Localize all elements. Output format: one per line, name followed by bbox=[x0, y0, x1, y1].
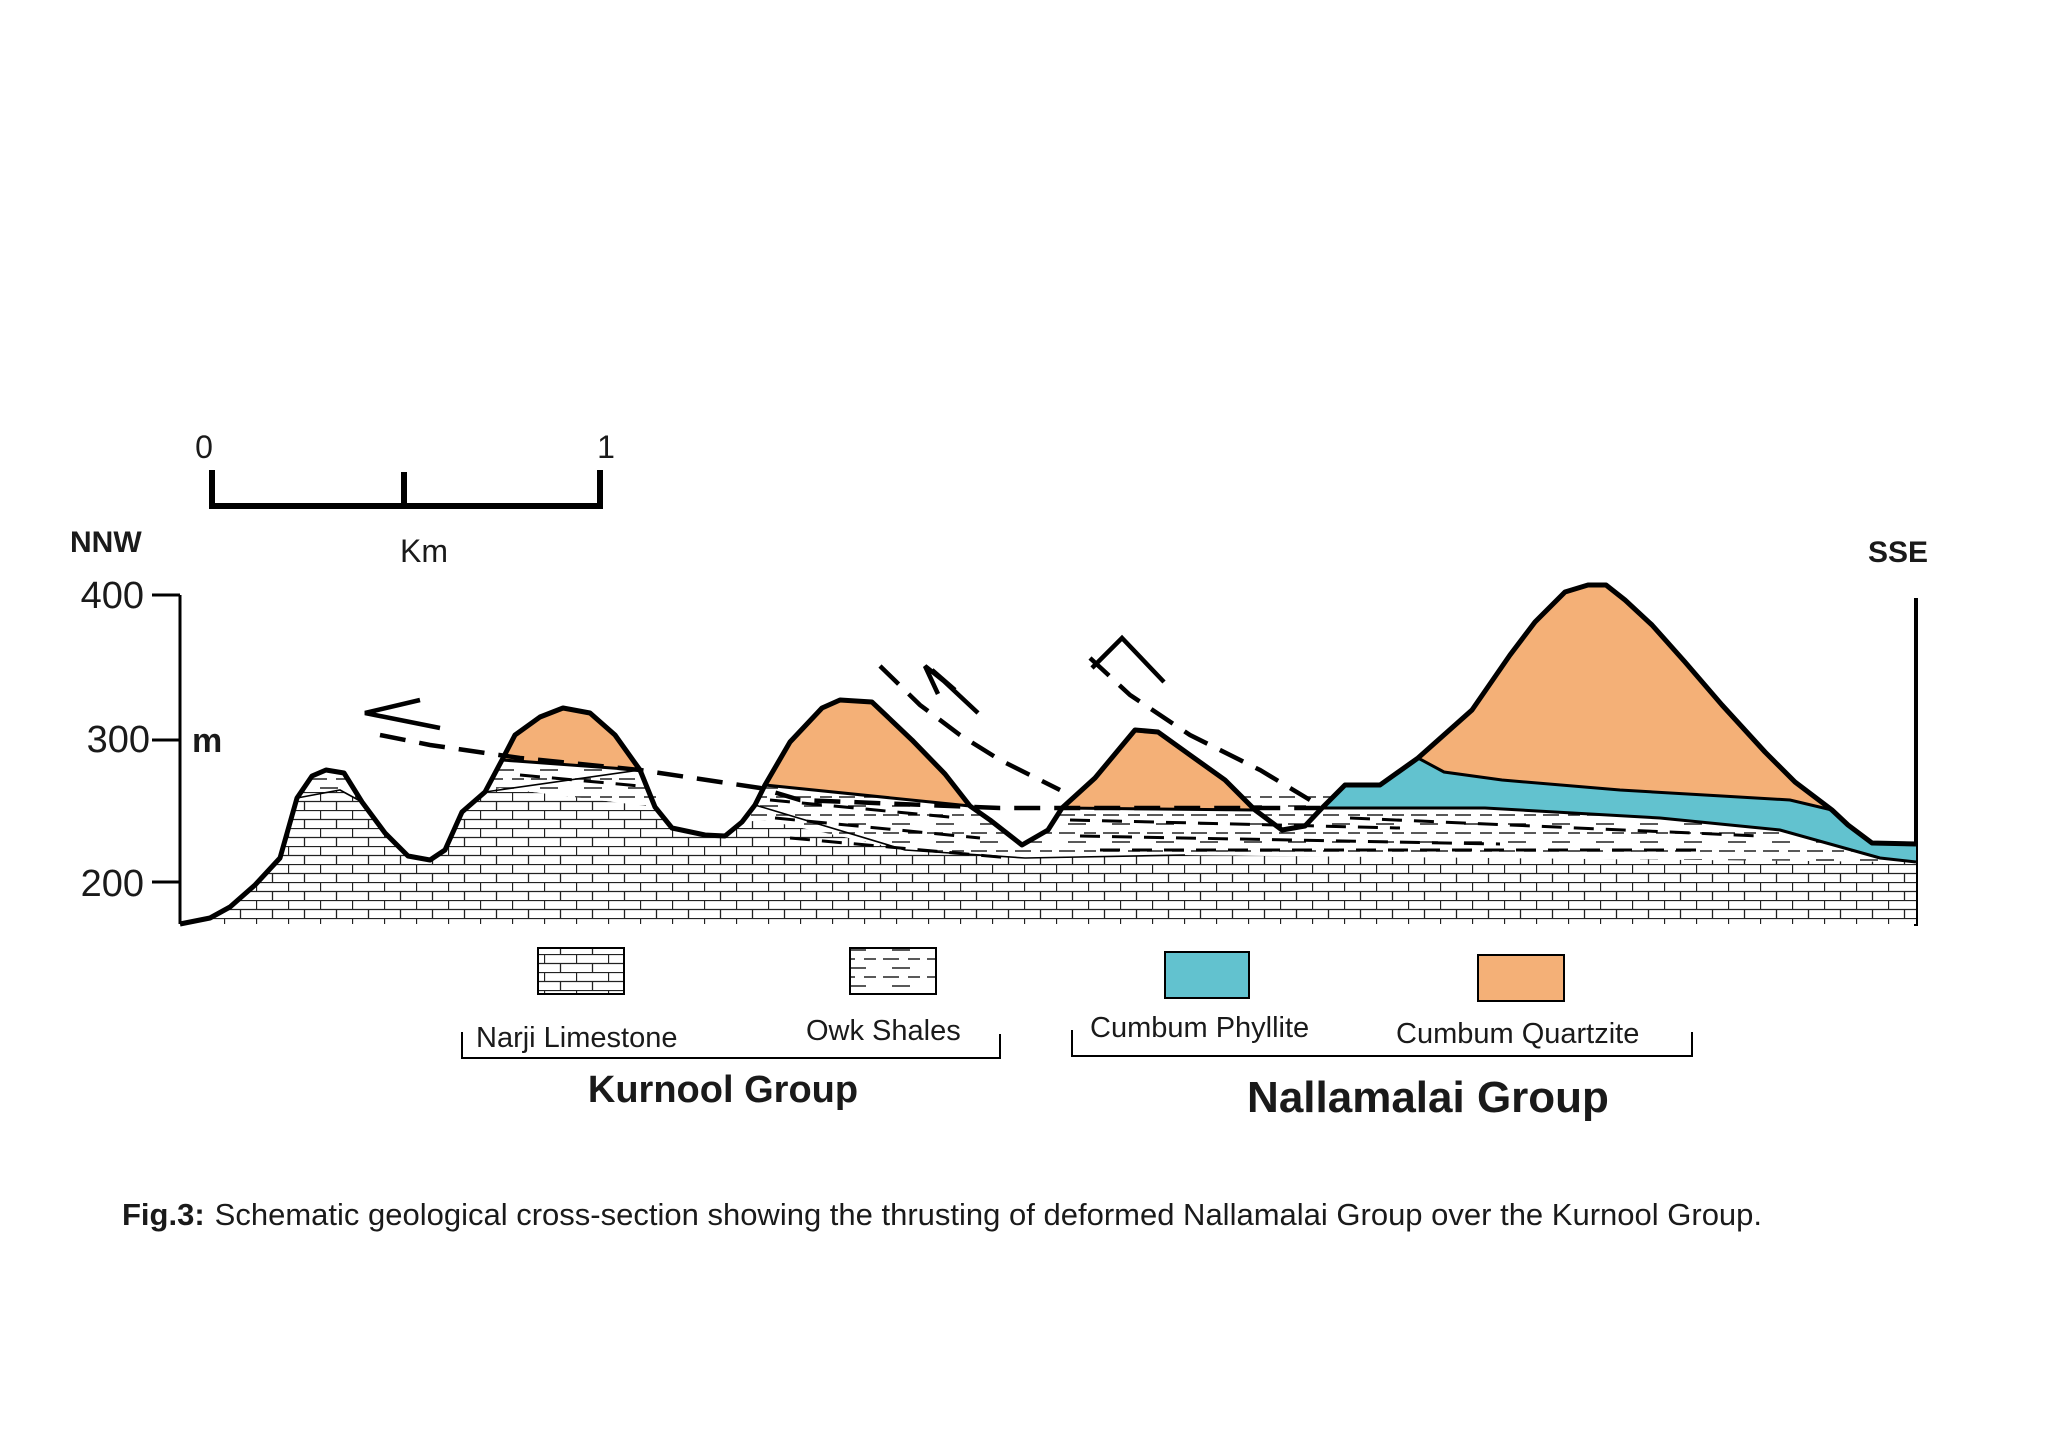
thrust-faults bbox=[379, 656, 1322, 811]
group-label-kurnool: Kurnool Group bbox=[588, 1069, 858, 1111]
figure-caption: Fig.3: Schematic geological cross-section… bbox=[122, 1197, 1762, 1232]
legend-swatch-cumbum-phyllite bbox=[1164, 951, 1250, 999]
legend: Narji Limestone Owk Shales Cumbum Phylli… bbox=[461, 947, 1693, 1122]
fault-line bbox=[878, 664, 1062, 793]
legend-label: Cumbum Phyllite bbox=[1090, 1012, 1309, 1044]
cumbum-quartzite-hill bbox=[765, 700, 970, 806]
axis-unit-label: m bbox=[192, 722, 222, 760]
scale-end-label: 1 bbox=[597, 429, 615, 465]
thrust-arrow-icon bbox=[364, 697, 441, 731]
direction-right-label: SSE bbox=[1868, 536, 1928, 569]
contact-lines bbox=[296, 756, 1917, 864]
legend-swatch-owk-shales bbox=[849, 947, 937, 995]
cumbum-quartzite-hill bbox=[502, 708, 640, 770]
group-label-nallamalai: Nallamalai Group bbox=[1247, 1073, 1609, 1122]
legend-swatch-cumbum-quartzite bbox=[1477, 954, 1565, 1002]
caption-prefix: Fig.3: bbox=[122, 1197, 205, 1232]
cumbum-phyllite-layer bbox=[1322, 758, 1916, 862]
topographic-surface bbox=[179, 582, 1917, 927]
main-thrust-line bbox=[379, 732, 1322, 811]
thrust-arrow-icon bbox=[1090, 634, 1166, 684]
fault-line bbox=[1088, 656, 1312, 802]
legend-label: Owk Shales bbox=[806, 1015, 961, 1047]
nallamalai-group-bracket bbox=[1071, 1030, 1693, 1057]
cumbum-quartzite-hill bbox=[1062, 730, 1255, 810]
axis-tick-label: 200 bbox=[81, 863, 144, 905]
legend-label: Cumbum Quartzite bbox=[1396, 1018, 1639, 1050]
axis-tick-label: 300 bbox=[87, 719, 150, 761]
direction-left-label: NNW bbox=[70, 526, 142, 559]
scale-start-label: 0 bbox=[195, 429, 213, 465]
axis-tick-label: 400 bbox=[81, 575, 144, 617]
caption-text: Schematic geological cross-section showi… bbox=[215, 1197, 1762, 1232]
shale-bedding-lines bbox=[519, 773, 1761, 860]
thrust-arrow-icon bbox=[922, 664, 980, 715]
kurnool-group-bracket bbox=[461, 1032, 1001, 1059]
elevation-axis: 400 300 200 m bbox=[81, 575, 222, 924]
scale-unit-label: Km bbox=[400, 533, 448, 569]
owk-shales-layer bbox=[485, 760, 660, 807]
scale-bar: 0 1 Km bbox=[195, 429, 615, 569]
legend-swatch-narji-limestone bbox=[537, 947, 625, 995]
narji-limestone-layer bbox=[180, 770, 1916, 924]
legend-label: Narji Limestone bbox=[476, 1022, 677, 1054]
owk-shales-layer bbox=[742, 785, 1916, 862]
